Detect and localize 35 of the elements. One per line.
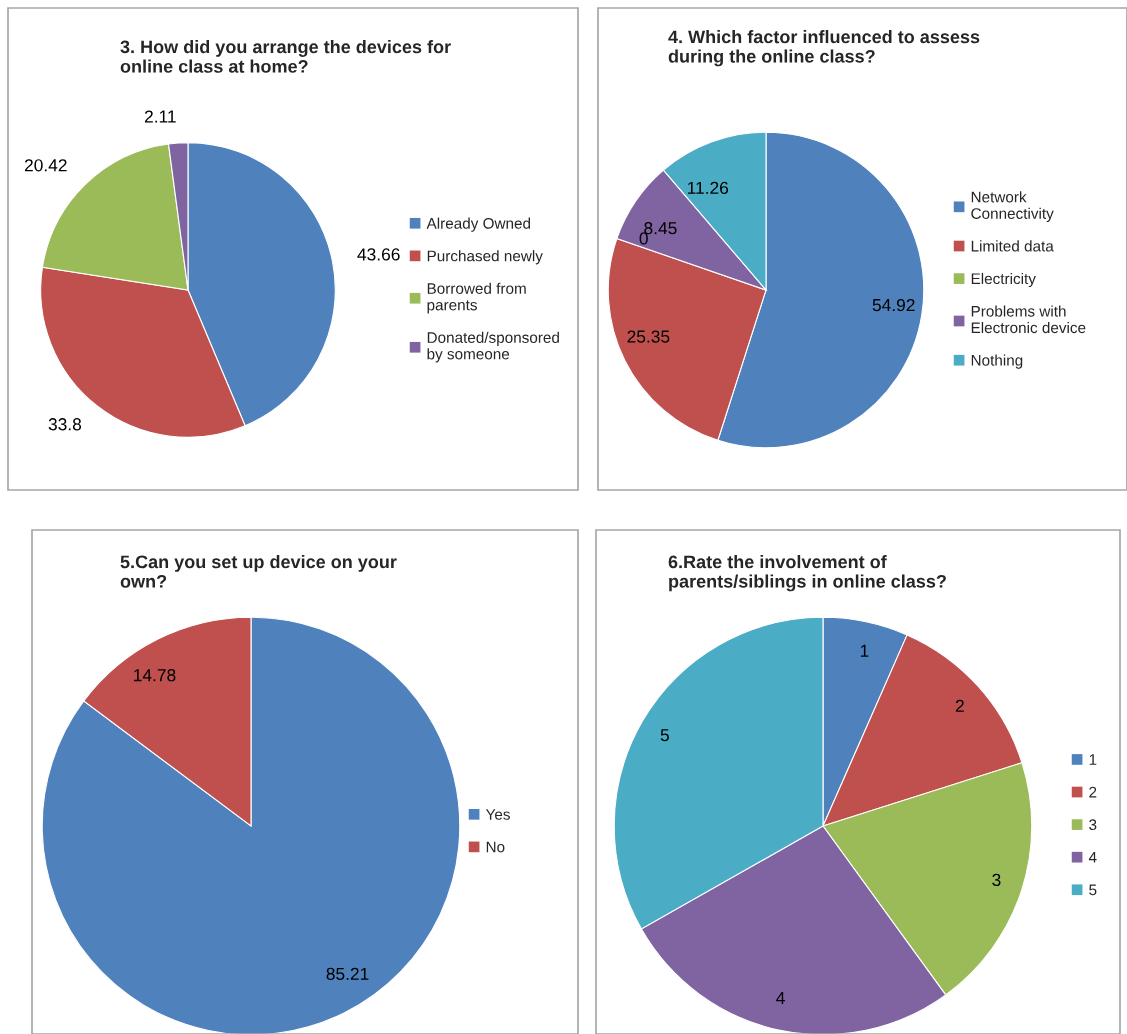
- slice-label: 3: [992, 873, 1001, 887]
- slice-label: 5: [660, 729, 669, 742]
- legend-label: Already Owned: [426, 217, 531, 232]
- legend-label: Problems with Electronic device: [971, 305, 1086, 334]
- chart-title: 5.Can you set up device on your own?: [120, 555, 397, 588]
- data-label: 11.26: [687, 181, 729, 195]
- legend-label: 1: [1089, 754, 1097, 765]
- slice-label: 2: [955, 699, 964, 712]
- legend-label: Nothing: [971, 354, 1023, 369]
- data-label: 14.78: [134, 669, 176, 682]
- legend-label: Borrowed from parents: [427, 282, 526, 314]
- data-label: 33.8: [48, 418, 82, 431]
- legend-label: No: [486, 841, 505, 853]
- data-label: 2.11: [144, 110, 176, 123]
- data-label: 54.92: [872, 298, 915, 312]
- chart-title: 6.Rate the involvement of parents/siblings in online class?: [668, 555, 946, 592]
- legend-label: 3: [1089, 819, 1097, 831]
- legend-label: 5: [1089, 884, 1097, 896]
- legend-label: Purchased newly: [427, 250, 543, 265]
- legend-label: Donated/sponsored by someone: [427, 331, 559, 363]
- legend-label: Electricity: [971, 272, 1036, 288]
- chart-title: 4. Which factor influenced to assess during the online class?: [668, 30, 980, 67]
- pie-slice: [41, 616, 461, 1034]
- legend-label: Yes: [485, 809, 510, 820]
- legend-label: 4: [1088, 852, 1097, 863]
- data-label: 20.42: [24, 159, 67, 172]
- slice-label: 4: [776, 991, 785, 1004]
- legend-label: 2: [1089, 786, 1097, 798]
- slice-label: 1: [860, 644, 869, 657]
- legend-label: Limited data: [971, 240, 1054, 252]
- data-label: 25.35: [627, 330, 670, 343]
- data-label: 85.21: [326, 967, 369, 981]
- chart-title: 3. How did you arrange the devices for online class at home?: [120, 40, 451, 73]
- legend-label: Network Connectivity: [971, 191, 1054, 222]
- data-label: 43.66: [357, 248, 400, 261]
